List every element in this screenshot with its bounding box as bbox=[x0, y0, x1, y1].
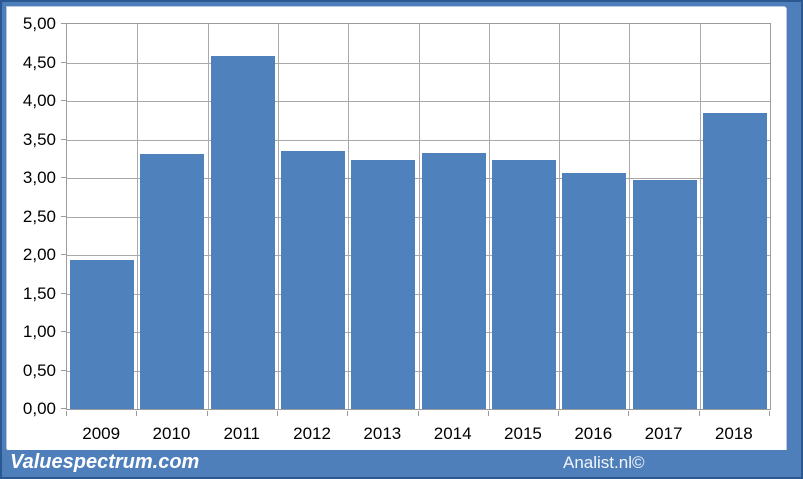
x-tick-mark bbox=[136, 411, 137, 416]
x-tick-label: 2017 bbox=[644, 424, 683, 443]
y-tick-label: 2,00 bbox=[22, 245, 56, 264]
y-tick-label: 3,50 bbox=[22, 129, 56, 149]
x-tick-label: 2009 bbox=[82, 424, 121, 443]
x-tick-label: 2011 bbox=[223, 424, 261, 443]
x-tick-label: 2018 bbox=[714, 424, 753, 443]
y-tick-mark bbox=[61, 254, 66, 255]
y-tick-mark bbox=[61, 408, 66, 409]
y-tick-label: 4,50 bbox=[22, 52, 56, 72]
x-tick-mark bbox=[66, 411, 67, 416]
y-tick-mark bbox=[61, 23, 66, 24]
y-tick-mark bbox=[61, 369, 66, 371]
x-tick-label: 2013 bbox=[363, 424, 402, 443]
x-tick-mark bbox=[347, 411, 348, 416]
bar-2012 bbox=[281, 151, 345, 409]
y-tick-label: 1,50 bbox=[22, 283, 56, 303]
bar-2014 bbox=[422, 153, 486, 409]
v-gridline bbox=[559, 24, 560, 409]
h-gridline bbox=[67, 178, 770, 179]
y-tick-label: 3,00 bbox=[22, 168, 56, 187]
y-tick-mark bbox=[61, 331, 66, 332]
h-gridline bbox=[67, 62, 770, 64]
y-tick-label: 1,00 bbox=[22, 322, 56, 341]
plot-area bbox=[66, 23, 771, 410]
x-tick-mark bbox=[628, 411, 629, 416]
v-gridline bbox=[208, 24, 209, 409]
x-tick-mark bbox=[558, 411, 559, 416]
h-gridline bbox=[67, 255, 770, 256]
h-gridline bbox=[67, 139, 770, 141]
y-tick-mark bbox=[61, 292, 66, 294]
v-gridline bbox=[700, 24, 701, 409]
h-gridline bbox=[67, 216, 770, 218]
v-gridline bbox=[348, 24, 349, 409]
bar-2017 bbox=[633, 180, 697, 409]
y-tick-mark bbox=[61, 177, 66, 178]
y-tick-label: 2,50 bbox=[22, 206, 56, 226]
chart-panel: 0,00 0,50 1,00 1,50 2,00 2,50 3,00 3,50 4,00 4,50… bbox=[7, 7, 786, 450]
bar-2018 bbox=[703, 113, 767, 409]
bar-2013 bbox=[351, 160, 415, 409]
y-tick-mark bbox=[61, 100, 66, 101]
x-tick-mark bbox=[488, 411, 489, 416]
h-gridline bbox=[67, 332, 770, 333]
x-tick-mark bbox=[418, 411, 419, 416]
bar-2010 bbox=[140, 154, 204, 409]
y-tick-mark bbox=[61, 215, 66, 217]
h-gridline bbox=[67, 101, 770, 102]
h-gridline bbox=[67, 293, 770, 295]
y-tick-label: 5,00 bbox=[22, 14, 56, 33]
x-tick-label: 2010 bbox=[152, 424, 191, 443]
y-tick-label: 4,00 bbox=[22, 91, 56, 110]
x-tick-mark bbox=[277, 411, 278, 416]
bar-2016 bbox=[562, 173, 626, 409]
bar-2015 bbox=[492, 160, 556, 409]
bar-2011 bbox=[211, 56, 275, 409]
h-gridline bbox=[67, 370, 770, 372]
credit-watermark: Analist.nl© bbox=[563, 453, 645, 472]
v-gridline bbox=[137, 24, 138, 409]
x-tick-label: 2015 bbox=[504, 424, 542, 443]
x-tick-label: 2016 bbox=[574, 424, 613, 443]
brand-watermark: Valuespectrum.com bbox=[10, 451, 200, 473]
y-tick-mark bbox=[61, 61, 66, 63]
v-gridline bbox=[489, 24, 490, 409]
x-tick-mark bbox=[207, 411, 208, 416]
v-gridline bbox=[629, 24, 630, 409]
x-tick-label: 2014 bbox=[433, 424, 472, 443]
y-tick-label: 0,00 bbox=[22, 399, 56, 418]
bar-2009 bbox=[70, 260, 134, 409]
v-gridline bbox=[419, 24, 420, 409]
x-tick-label: 2012 bbox=[293, 424, 331, 443]
x-tick-mark bbox=[699, 411, 700, 416]
footer-bar: Valuespectrum.com Analist.nl© bbox=[2, 450, 801, 477]
v-gridline bbox=[278, 24, 279, 409]
y-tick-label: 0,50 bbox=[22, 360, 56, 380]
y-tick-mark bbox=[61, 138, 66, 140]
x-tick-mark bbox=[769, 411, 770, 416]
